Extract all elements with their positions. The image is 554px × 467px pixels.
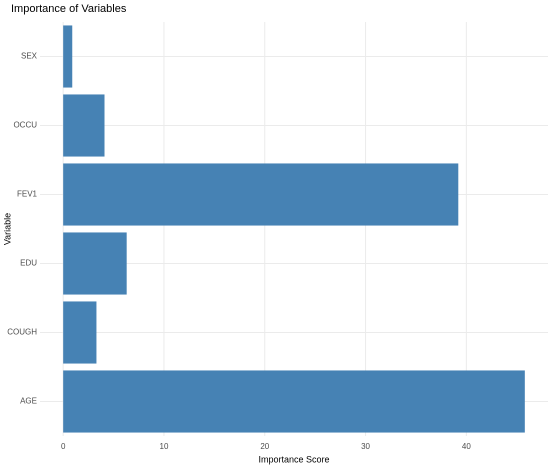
y-tick-label: COUGH bbox=[7, 328, 37, 337]
bar bbox=[63, 370, 525, 433]
chart-title: Importance of Variables bbox=[11, 3, 127, 15]
x-tick-label: 0 bbox=[61, 442, 66, 451]
x-tick-label: 40 bbox=[462, 442, 471, 451]
x-axis-title: Importance Score bbox=[258, 454, 329, 464]
x-tick-label: 30 bbox=[361, 442, 370, 451]
y-tick-label: SEX bbox=[21, 52, 38, 61]
y-tick-label: FEV1 bbox=[17, 190, 38, 199]
x-tick-label: 20 bbox=[260, 442, 269, 451]
y-tick-label: AGE bbox=[20, 397, 37, 406]
bar bbox=[63, 25, 73, 88]
x-tick-label: 10 bbox=[160, 442, 169, 451]
bar bbox=[63, 232, 127, 295]
y-axis-title: Variable bbox=[2, 213, 12, 245]
bar bbox=[63, 163, 459, 226]
bar bbox=[63, 94, 105, 157]
y-tick-label: OCCU bbox=[13, 121, 37, 130]
bar bbox=[63, 301, 97, 364]
y-tick-label: EDU bbox=[20, 259, 37, 268]
